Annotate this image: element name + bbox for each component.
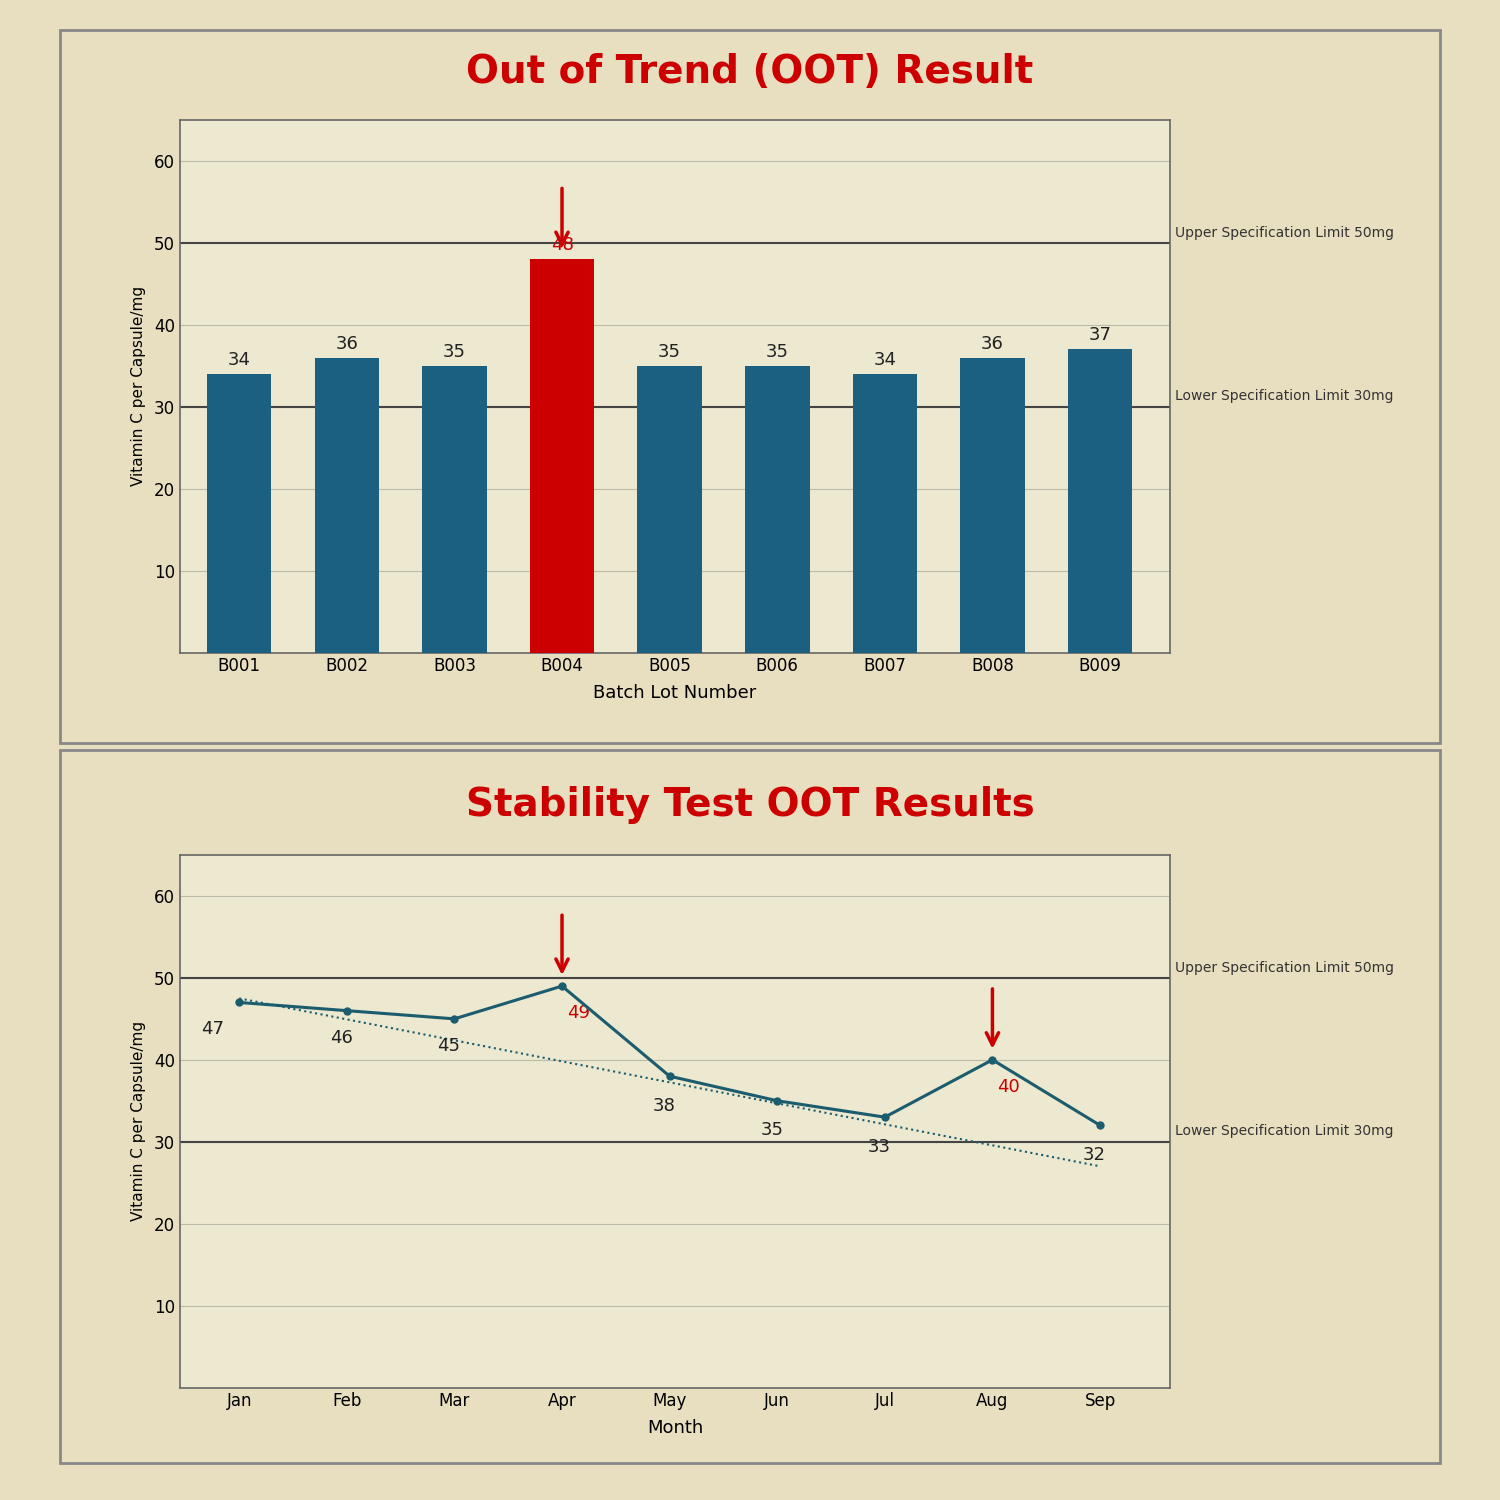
- Bar: [315, 357, 380, 652]
- Bar: [422, 366, 486, 652]
- Text: 49: 49: [567, 1004, 590, 1022]
- Y-axis label: Vitamin C per Capsule/mg: Vitamin C per Capsule/mg: [130, 286, 146, 486]
- Text: Lower Specification Limit 30mg: Lower Specification Limit 30mg: [1176, 390, 1394, 404]
- Text: 35: 35: [442, 344, 466, 362]
- Text: 47: 47: [201, 1020, 223, 1038]
- Text: 32: 32: [1083, 1146, 1106, 1164]
- Text: 46: 46: [330, 1029, 352, 1047]
- Text: Stability Test OOT Results: Stability Test OOT Results: [465, 786, 1035, 825]
- Text: Upper Specification Limit 50mg: Upper Specification Limit 50mg: [1176, 225, 1395, 240]
- X-axis label: Batch Lot Number: Batch Lot Number: [594, 684, 756, 702]
- Text: 34: 34: [228, 351, 251, 369]
- Text: Upper Specification Limit 50mg: Upper Specification Limit 50mg: [1176, 960, 1395, 975]
- Text: 36: 36: [981, 334, 1004, 352]
- Text: 35: 35: [658, 344, 681, 362]
- Y-axis label: Vitamin C per Capsule/mg: Vitamin C per Capsule/mg: [130, 1022, 146, 1221]
- Text: 36: 36: [336, 334, 358, 352]
- Text: 48: 48: [550, 237, 573, 255]
- Bar: [530, 260, 594, 652]
- Text: 35: 35: [760, 1122, 783, 1140]
- Bar: [1068, 350, 1132, 652]
- Text: 34: 34: [873, 351, 897, 369]
- Bar: [960, 357, 1024, 652]
- Text: 40: 40: [998, 1078, 1020, 1096]
- Text: Out of Trend (OOT) Result: Out of Trend (OOT) Result: [466, 53, 1034, 92]
- Text: 33: 33: [868, 1137, 891, 1155]
- Bar: [852, 374, 916, 652]
- Text: Lower Specification Limit 30mg: Lower Specification Limit 30mg: [1176, 1125, 1394, 1138]
- Bar: [746, 366, 810, 652]
- Text: 35: 35: [765, 344, 789, 362]
- Text: 38: 38: [652, 1096, 675, 1114]
- Bar: [207, 374, 272, 652]
- Text: 37: 37: [1089, 327, 1112, 345]
- Bar: [638, 366, 702, 652]
- Text: 45: 45: [438, 1036, 460, 1054]
- X-axis label: Month: Month: [646, 1419, 704, 1437]
